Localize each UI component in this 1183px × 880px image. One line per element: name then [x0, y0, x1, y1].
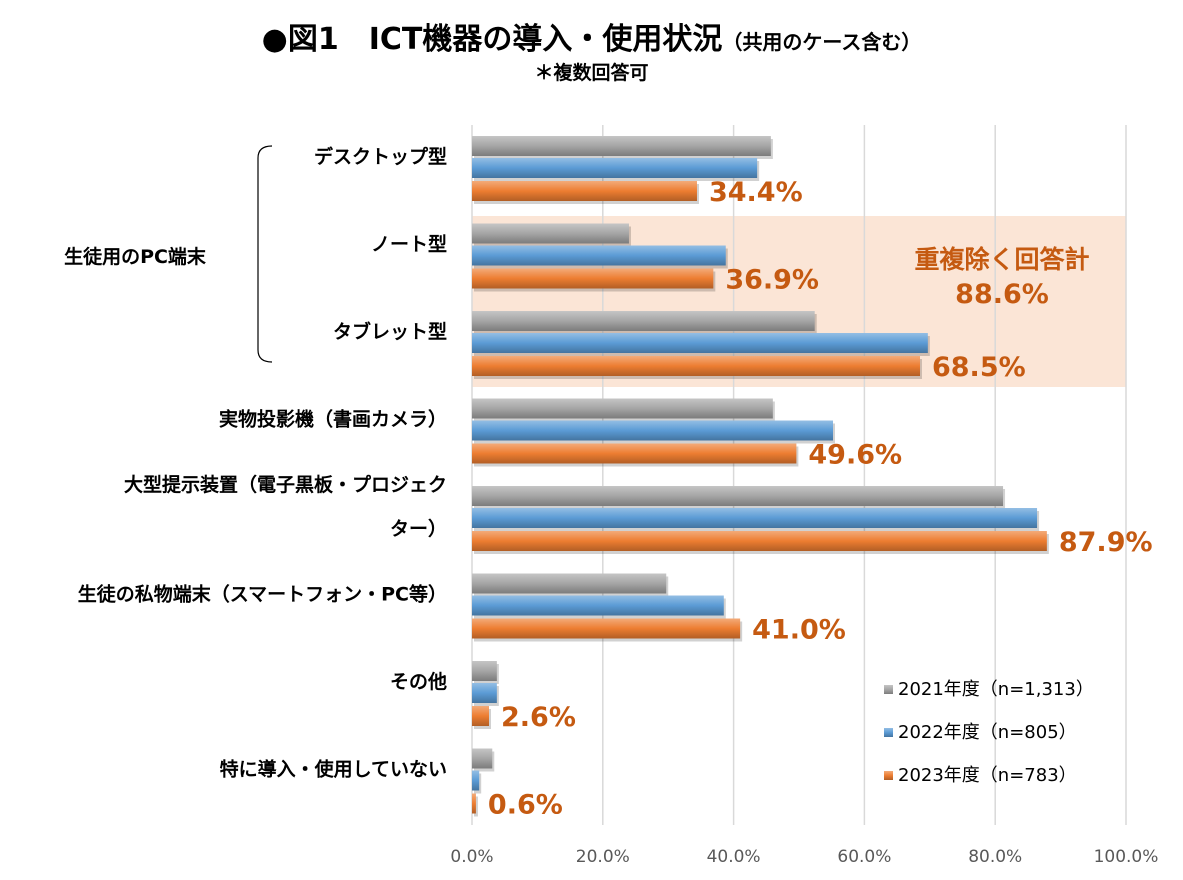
- chart-subtitle: ＊複数回答可: [534, 62, 649, 84]
- category-label: 実物投影機（書画カメラ）: [219, 407, 447, 430]
- bar-3: [472, 268, 714, 289]
- bar-1: [472, 136, 771, 156]
- bar-2: [472, 420, 834, 441]
- bar-2: [472, 770, 480, 791]
- x-tick-label: 0.0%: [450, 847, 493, 867]
- bar-3: [472, 443, 797, 464]
- bar-1: [472, 573, 667, 594]
- data-label: 68.5%: [932, 352, 1026, 383]
- bar-3: [472, 706, 490, 726]
- bar-1: [472, 748, 493, 769]
- data-label: 2.6%: [501, 702, 576, 733]
- bar-2: [472, 508, 1038, 528]
- bar-1: [472, 486, 1004, 506]
- category-label: デスクトップ型: [314, 145, 447, 168]
- bar-2: [472, 245, 726, 266]
- category-label: ター）: [390, 517, 447, 540]
- chart-title: ●図1 ICT機器の導入・使用状況（共用のケース含む）: [0, 14, 1183, 58]
- bar-shadow: [474, 796, 478, 817]
- legend-label: 2022年度（n=805）: [898, 722, 1077, 743]
- bar-1: [472, 311, 815, 331]
- group-label: 生徒用のPC端末: [64, 245, 207, 268]
- legend-label: 2021年度（n=1,313）: [898, 679, 1094, 700]
- group-bracket: [257, 145, 273, 363]
- x-tick-label: 20.0%: [576, 847, 630, 867]
- bar-3: [472, 793, 476, 814]
- bar-3: [472, 531, 1047, 551]
- bar-3: [472, 356, 920, 376]
- legend-swatch: [884, 728, 893, 737]
- category-label: 生徒の私物端末（スマートフォン・PC等）: [78, 582, 447, 605]
- category-label: ノート型: [371, 232, 447, 255]
- title-main: ●図1 ICT機器の導入・使用状況: [261, 22, 723, 57]
- bar-1: [472, 661, 497, 681]
- data-label: 36.9%: [725, 265, 819, 296]
- bar-2: [472, 158, 758, 178]
- bar-2: [472, 683, 497, 703]
- annotation-line1: 重複除く回答計: [914, 245, 1089, 274]
- x-tick-label: 40.0%: [707, 847, 761, 867]
- x-tick-label: 100.0%: [1094, 847, 1159, 867]
- annotation-line2: 88.6%: [955, 279, 1049, 310]
- data-label: 87.9%: [1059, 527, 1153, 558]
- legend-swatch: [884, 685, 893, 694]
- bar-2: [472, 595, 724, 616]
- data-label: 0.6%: [488, 790, 563, 821]
- bar-1: [472, 223, 629, 244]
- legend-swatch: [884, 771, 893, 780]
- legend-label: 2023年度（n=783）: [898, 765, 1077, 786]
- data-label: 34.4%: [709, 177, 803, 208]
- bar-2: [472, 333, 928, 353]
- bar-3: [472, 618, 741, 639]
- x-tick-label: 80.0%: [968, 847, 1022, 867]
- category-label: 大型提示装置（電子黒板・プロジェク: [124, 473, 447, 496]
- x-tick-label: 60.0%: [837, 847, 891, 867]
- data-label: 49.6%: [808, 440, 902, 471]
- bar-1: [472, 398, 773, 419]
- category-label: 特に導入・使用していない: [220, 757, 447, 780]
- category-label: その他: [390, 670, 447, 693]
- title-sub: （共用のケース含む）: [722, 30, 922, 54]
- category-label: タブレット型: [333, 320, 447, 343]
- data-label: 41.0%: [752, 615, 846, 646]
- bar-3: [472, 181, 697, 201]
